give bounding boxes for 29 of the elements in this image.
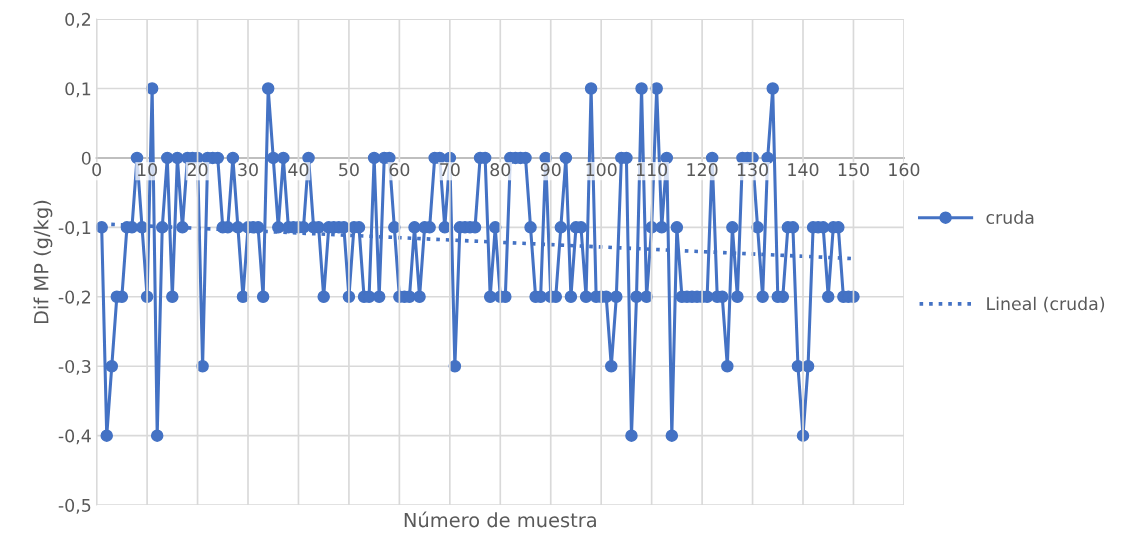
- y-tick-label: 0,2: [65, 12, 91, 28]
- x-tick-label: 20: [187, 163, 208, 177]
- y-tick-label: -0,3: [58, 359, 91, 375]
- y-axis-title: Dif MP (g/kg): [33, 200, 53, 324]
- x-tick-label: 140: [788, 163, 819, 177]
- x-tick-label: 130: [737, 163, 768, 177]
- y-tick-label: -0,1: [58, 221, 91, 236]
- x-axis-title: Número de muestra: [404, 511, 596, 528]
- x-tick-label: 90: [540, 163, 561, 177]
- x-tick-label: 80: [490, 163, 511, 177]
- x-tick-label: 50: [339, 163, 359, 177]
- y-tick-label: 0: [81, 151, 91, 165]
- x-tick-label: 120: [687, 163, 718, 177]
- x-tick-label: 0: [92, 163, 102, 177]
- y-tick-label: -0,4: [58, 429, 91, 445]
- x-tick-label: 110: [636, 163, 668, 177]
- legend-label: cruda: [986, 210, 1034, 224]
- x-tick-label: 30: [238, 163, 258, 177]
- x-tick-label: 60: [389, 163, 410, 177]
- y-tick-label: -0,2: [58, 290, 91, 306]
- x-tick-label: 150: [838, 163, 869, 177]
- y-tick-label: -0,5: [58, 498, 91, 514]
- x-tick-label: 100: [586, 163, 617, 177]
- x-tick-label: 40: [288, 163, 309, 177]
- y-tick-label: 0,1: [65, 82, 91, 98]
- x-tick-label: 160: [889, 163, 920, 177]
- x-tick-label: 70: [440, 163, 460, 177]
- legend-label: Lineal (cruda): [987, 296, 1105, 313]
- x-tick-label: 10: [137, 163, 157, 177]
